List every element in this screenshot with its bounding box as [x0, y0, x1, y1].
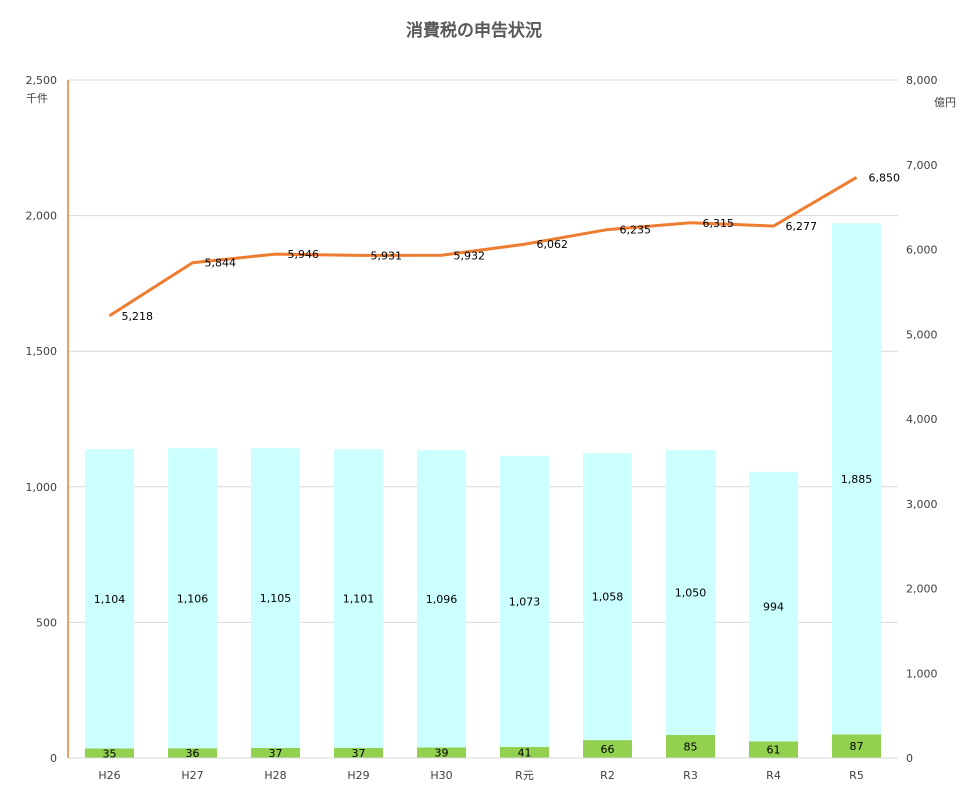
- right-axis-tick-label: 3,000: [906, 498, 938, 511]
- line-value-label: 6,850: [869, 171, 901, 184]
- line-value-label: 5,932: [454, 249, 486, 262]
- right-axis-tick-label: 4,000: [906, 413, 938, 426]
- x-axis-tick-label: H28: [264, 769, 286, 782]
- bottom-value-label: 87: [850, 740, 864, 753]
- line-series: [108, 176, 858, 318]
- bar-bottom-segment: [500, 746, 549, 758]
- left-axis-tick-label: 1,500: [26, 345, 58, 358]
- bar-top-segment: [583, 453, 632, 741]
- bar-top-segment: [85, 449, 134, 749]
- bar-top-segment: [251, 448, 300, 748]
- bar-bottom-segment: [583, 740, 632, 758]
- top-value-label: 1,096: [426, 593, 458, 606]
- x-axis-tick-label: R4: [766, 769, 781, 782]
- top-value-label: 1,058: [592, 591, 624, 604]
- top-value-label: 1,885: [841, 473, 873, 486]
- left-axis-tick-label: 1,000: [26, 481, 58, 494]
- x-axis-tick-label: H26: [98, 769, 120, 782]
- chart-title: 消費税の申告状況: [406, 20, 542, 41]
- bar-top-segment: [666, 450, 715, 735]
- line-value-label: 6,277: [786, 220, 818, 233]
- right-axis-unit: 億円: [934, 96, 956, 109]
- left-axis-ticks: 0 500 1,000 1,500 2,000 2,500: [26, 74, 58, 765]
- right-axis-tick-label: 2,000: [906, 583, 938, 596]
- data-labels: 35 1,104 36 1,106 37 1,105 37 1,101 39 1,096 41 1,0…: [94, 171, 900, 760]
- left-axis-unit: 千件: [26, 92, 48, 105]
- x-axis-tick-label: R5: [849, 769, 864, 782]
- bottom-value-label: 66: [601, 743, 615, 756]
- x-axis-tick-label: H27: [181, 769, 203, 782]
- line-value-label: 6,062: [537, 238, 569, 251]
- right-axis-tick-label: 8,000: [906, 74, 938, 87]
- bar-top-segment: [500, 455, 549, 747]
- line-value-label: 5,218: [122, 310, 154, 323]
- bar-top-segment: [749, 471, 798, 742]
- top-value-label: 1,104: [94, 593, 126, 606]
- bottom-value-label: 61: [767, 744, 781, 757]
- left-axis-tick-label: 2,500: [26, 74, 58, 87]
- bottom-value-label: 85: [684, 740, 698, 753]
- top-value-label: 1,073: [509, 595, 541, 608]
- bar-top-segment: [832, 223, 881, 735]
- top-value-label: 1,050: [675, 587, 707, 600]
- right-axis-tick-label: 7,000: [906, 159, 938, 172]
- top-value-label: 1,101: [343, 593, 375, 606]
- right-axis-tick-label: 1,000: [906, 667, 938, 680]
- x-axis-tick-label: H30: [430, 769, 452, 782]
- bar-bottom-segment: [749, 741, 798, 758]
- bar-bottom-segment: [417, 747, 466, 758]
- bar-bottom-segment: [168, 748, 217, 758]
- line-value-label: 5,844: [205, 257, 237, 270]
- right-axis-ticks: 0 1,000 2,000 3,000 4,000 5,000 6,000 7,000 8,00…: [906, 74, 938, 765]
- x-axis-tick-label: R元: [515, 769, 534, 782]
- left-axis-tick-label: 500: [36, 616, 57, 629]
- bottom-value-label: 36: [186, 747, 200, 760]
- bottom-value-label: 37: [269, 747, 283, 760]
- bar-bottom-segment: [334, 747, 383, 758]
- bar-top-segment: [168, 448, 217, 749]
- bottom-value-label: 35: [103, 747, 117, 760]
- line-path: [108, 176, 858, 318]
- bar-bottom-segment: [85, 748, 134, 758]
- left-axis-tick-label: 0: [50, 752, 57, 765]
- bar-top-segment: [334, 449, 383, 748]
- x-axis-ticks: H26 H27 H28 H29 H30 R元 R2 R3 R4 R5: [98, 769, 863, 782]
- left-axis-tick-label: 2,000: [26, 210, 58, 223]
- top-value-label: 1,105: [260, 592, 292, 605]
- bottom-value-label: 37: [352, 747, 366, 760]
- top-value-label: 994: [763, 601, 784, 614]
- x-axis-tick-label: R2: [600, 769, 615, 782]
- bars: [85, 223, 881, 758]
- line-value-label: 6,235: [620, 224, 652, 237]
- x-axis-tick-label: H29: [347, 769, 369, 782]
- top-value-label: 1,106: [177, 592, 209, 605]
- bar-top-segment: [417, 450, 466, 748]
- line-value-label: 5,946: [288, 248, 320, 261]
- bar-bottom-segment: [832, 734, 881, 758]
- right-axis-tick-label: 5,000: [906, 328, 938, 341]
- x-axis-tick-label: R3: [683, 769, 698, 782]
- right-axis-tick-label: 0: [906, 752, 913, 765]
- line-value-label: 5,931: [371, 249, 403, 262]
- bottom-value-label: 39: [435, 747, 449, 760]
- bottom-value-label: 41: [518, 746, 532, 759]
- bar-bottom-segment: [666, 734, 715, 758]
- right-axis-tick-label: 6,000: [906, 244, 938, 257]
- bar-bottom-segment: [251, 747, 300, 758]
- line-value-label: 6,315: [703, 217, 735, 230]
